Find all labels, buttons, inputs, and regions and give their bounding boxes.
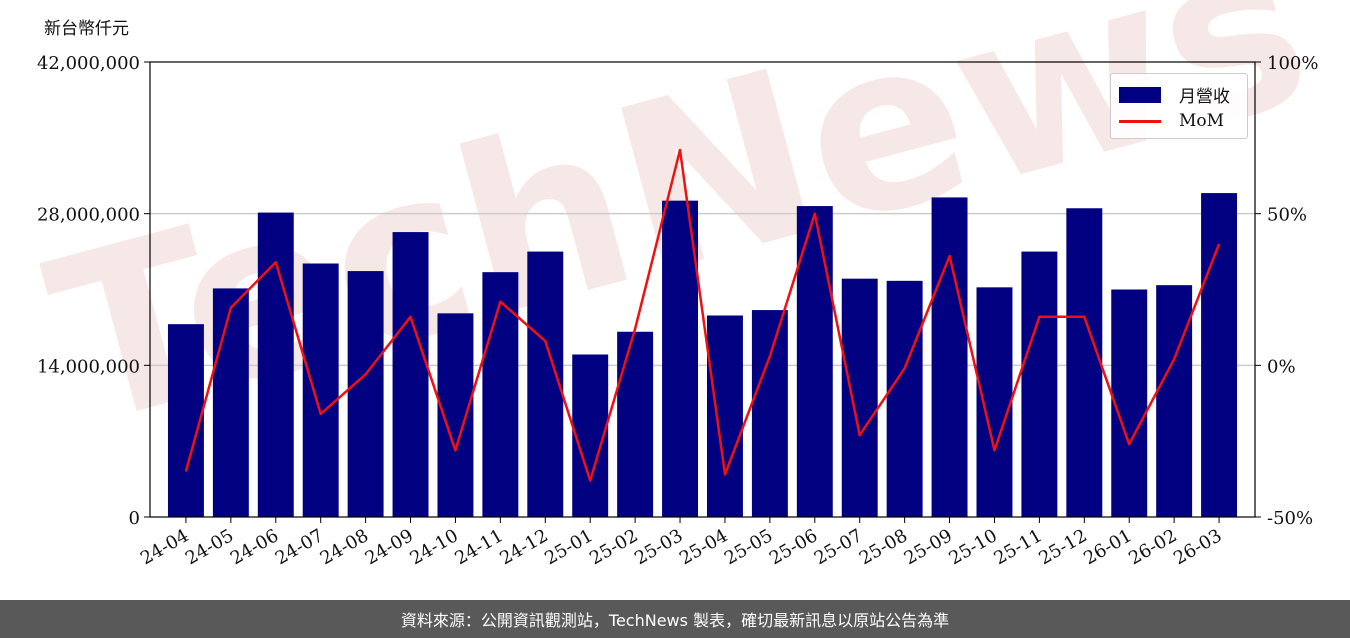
x-tick-label: 25-11 xyxy=(990,525,1045,569)
bar-24-09 xyxy=(392,232,429,518)
bar-25-05 xyxy=(751,310,788,517)
x-tick-label: 24-04 xyxy=(137,525,192,569)
legend-swatch-line xyxy=(1119,119,1161,123)
bar-26-01 xyxy=(1111,289,1148,517)
x-tick-label: 24-10 xyxy=(407,525,462,569)
legend-label-revenue: 月營收 xyxy=(1179,87,1230,107)
bar-24-05 xyxy=(212,288,249,517)
x-tick-label: 24-08 xyxy=(317,525,372,569)
right-tick-label: 100% xyxy=(1267,53,1318,74)
bar-26-02 xyxy=(1156,285,1193,517)
bar-24-07 xyxy=(302,263,339,517)
footer-source-note: 資料來源：公開資訊觀測站，TechNews 製表，確切最新訊息以原站公告為準 xyxy=(0,600,1350,638)
x-tick-label: 25-09 xyxy=(901,525,956,569)
x-tick-label: 26-03 xyxy=(1170,525,1225,569)
x-tick-label: 25-01 xyxy=(541,525,596,569)
x-tick-label: 25-02 xyxy=(586,525,641,569)
x-tick-label: 25-08 xyxy=(856,525,911,569)
x-tick-label: 24-12 xyxy=(496,525,551,569)
x-tick-label: 25-05 xyxy=(721,525,776,569)
x-tick-label: 26-01 xyxy=(1080,525,1135,569)
x-tick-label: 25-03 xyxy=(631,525,686,569)
legend-swatch-bar xyxy=(1119,86,1161,103)
bar-24-11 xyxy=(482,272,519,517)
right-tick-label: -50% xyxy=(1267,508,1313,529)
bar-25-03 xyxy=(662,200,699,517)
bar-24-12 xyxy=(527,251,564,518)
x-tick-label: 24-11 xyxy=(451,525,506,569)
bar-24-08 xyxy=(347,271,384,517)
left-tick-label: 0 xyxy=(129,508,140,529)
x-tick-label: 25-07 xyxy=(811,525,866,569)
chart-legend: 月營收 MoM xyxy=(1110,73,1248,139)
bar-25-02 xyxy=(617,331,654,517)
bar-25-06 xyxy=(796,206,833,518)
right-tick-label: 0% xyxy=(1267,356,1296,377)
footer-text: 資料來源：公開資訊觀測站，TechNews 製表，確切最新訊息以原站公告為準 xyxy=(400,611,950,630)
bar-25-04 xyxy=(706,315,743,517)
x-tick-label: 24-06 xyxy=(227,525,282,569)
y-axis-unit-label: 新台幣仟元 xyxy=(44,19,129,39)
bar-25-12 xyxy=(1066,208,1103,517)
legend-item-mom: MoM xyxy=(1119,111,1224,131)
x-tick-label: 24-05 xyxy=(182,525,237,569)
x-tick-label: 25-04 xyxy=(676,525,731,569)
left-tick-label: 42,000,000 xyxy=(37,53,140,74)
bar-24-06 xyxy=(257,212,294,518)
x-tick-label: 25-12 xyxy=(1035,525,1090,569)
right-tick-label: 50% xyxy=(1267,205,1307,226)
x-tick-label: 24-09 xyxy=(362,525,417,569)
bar-25-10 xyxy=(976,287,1013,517)
x-tick-label: 25-10 xyxy=(946,525,1001,569)
x-tick-label: 24-07 xyxy=(272,525,327,569)
bar-25-07 xyxy=(841,278,878,517)
bar-25-11 xyxy=(1021,251,1058,518)
bar-25-08 xyxy=(886,280,923,517)
x-tick-label: 26-02 xyxy=(1125,525,1180,569)
x-tick-label: 25-06 xyxy=(766,525,821,569)
plot-frame xyxy=(149,61,1256,518)
legend-item-revenue: 月營收 xyxy=(1119,82,1230,107)
bar-25-09 xyxy=(931,197,968,517)
bar-24-04 xyxy=(167,324,204,517)
revenue-chart: 0 14,000,000 28,000,000 42,000,000 -50% 0% 50%… xyxy=(37,53,1319,569)
legend-label-mom: MoM xyxy=(1179,111,1225,131)
left-tick-label: 28,000,000 xyxy=(37,205,140,226)
mom-line xyxy=(184,148,1221,482)
left-tick-label: 14,000,000 xyxy=(37,356,140,377)
bar-26-03 xyxy=(1201,193,1238,518)
